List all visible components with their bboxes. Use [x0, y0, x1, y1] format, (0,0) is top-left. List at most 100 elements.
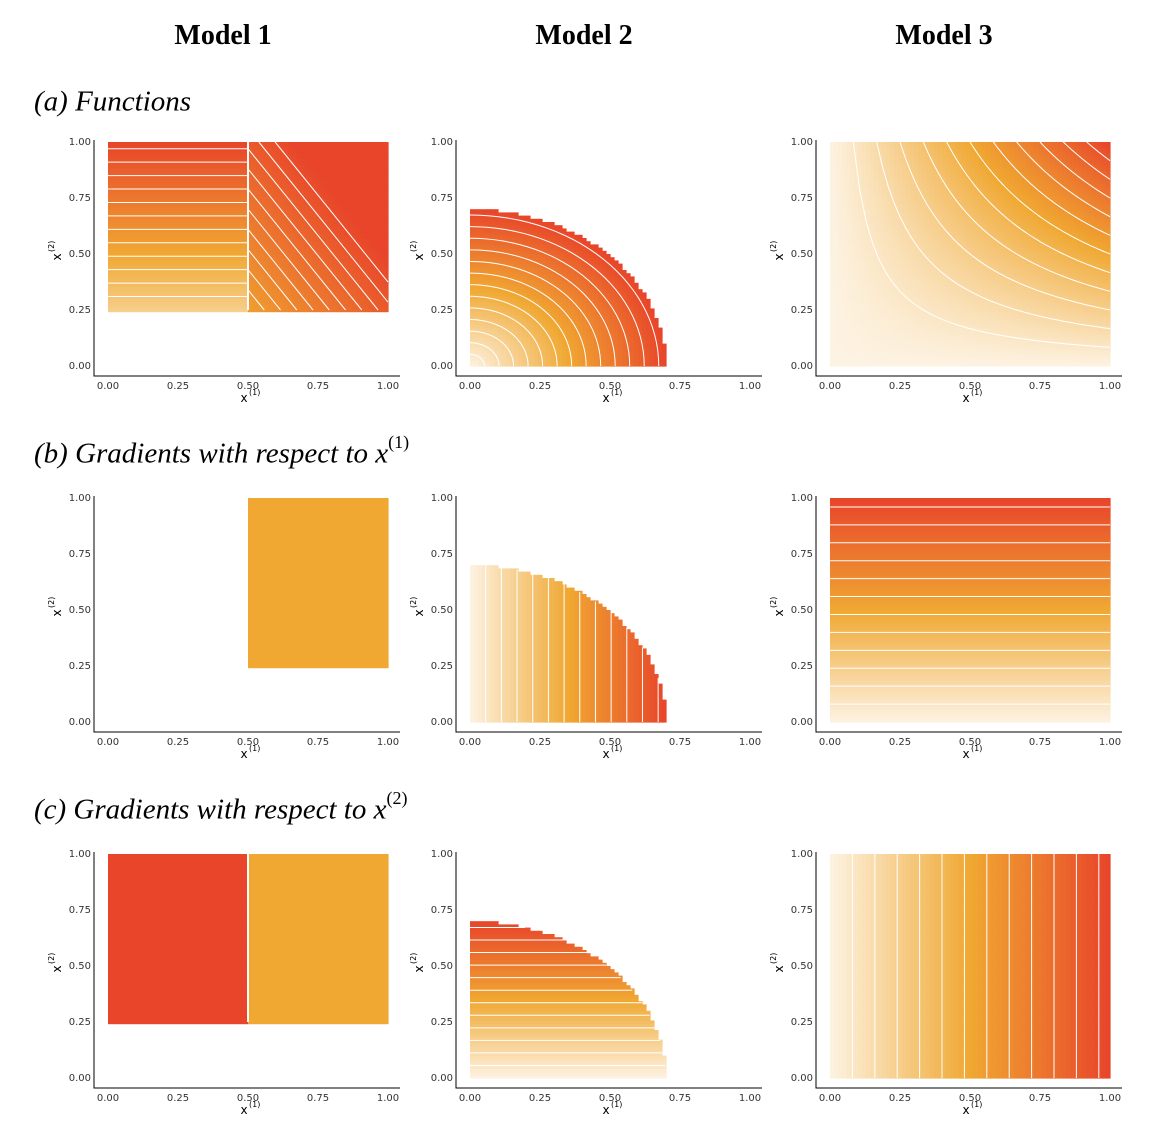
heatmap-cell [352, 228, 357, 233]
heatmap-cell [144, 193, 149, 197]
heatmap-cell [116, 148, 121, 153]
y-axis-label-sup: (2) [47, 241, 56, 252]
heatmap-cell [494, 346, 499, 351]
heatmap-cell [136, 212, 141, 217]
heatmap-cell [514, 295, 519, 300]
heatmap-cell [380, 215, 385, 220]
heatmap-cell [196, 273, 201, 277]
heatmap-cell [228, 308, 233, 313]
heatmap-cell [486, 298, 491, 303]
heatmap-cell [502, 318, 507, 322]
heatmap-cell [344, 282, 349, 287]
heatmap-cell [152, 260, 157, 265]
heatmap-cell [156, 145, 161, 149]
heatmap-cell [352, 260, 357, 265]
heatmap-cell [144, 276, 149, 281]
heatmap-cell [336, 154, 341, 159]
heatmap-cell [324, 199, 329, 204]
heatmap-cell [360, 279, 365, 284]
heatmap-cell [312, 308, 317, 313]
heatmap-cell [112, 286, 117, 290]
heatmap-cell [360, 231, 365, 236]
heatmap-cell [172, 164, 177, 169]
heatmap-cell [470, 234, 475, 239]
heatmap-cell [384, 273, 389, 277]
heatmap-cell [120, 302, 125, 306]
heatmap-cell [498, 212, 503, 217]
heatmap-cell [356, 183, 361, 188]
heatmap-cell [300, 305, 305, 309]
heatmap-cell [264, 206, 269, 210]
heatmap-cell [264, 254, 269, 258]
heatmap-cell [168, 154, 173, 159]
heatmap-cell [224, 170, 229, 175]
heatmap-cell [208, 222, 213, 226]
heatmap-cell [546, 346, 551, 351]
heatmap-cell [196, 260, 201, 265]
heatmap-cell [490, 314, 495, 319]
heatmap-cell [260, 177, 265, 181]
heatmap-cell [312, 193, 317, 197]
heatmap-cell [482, 334, 487, 338]
heatmap-cell [384, 305, 389, 309]
heatmap-cell [554, 305, 559, 309]
heatmap-cell [248, 183, 253, 188]
heatmap-cell [168, 161, 173, 165]
heatmap-cell [474, 244, 479, 249]
heatmap-cell [364, 282, 369, 287]
heatmap-cell [340, 174, 345, 178]
heatmap-cell [376, 154, 381, 159]
heatmap-cell [116, 167, 121, 172]
heatmap-cell [300, 231, 305, 236]
heatmap-cell [518, 359, 523, 364]
heatmap-cell [200, 305, 205, 309]
heatmap-cell [514, 314, 519, 319]
heatmap-cell [132, 170, 137, 175]
heatmap-cell [204, 298, 209, 303]
heatmap-cell [124, 202, 129, 207]
heatmap-cell [550, 314, 555, 319]
heatmap-cell [332, 183, 337, 188]
heatmap-cell [180, 225, 185, 229]
heatmap-cell [256, 270, 261, 274]
heatmap-cell [160, 161, 165, 165]
heatmap-cell [120, 215, 125, 220]
heatmap-cell [240, 305, 245, 309]
heatmap-cell [232, 225, 237, 229]
heatmap-cell [204, 244, 209, 249]
heatmap-cell [486, 324, 491, 329]
heatmap-cell [256, 234, 261, 239]
heatmap-cell [470, 311, 475, 316]
heatmap-cell [324, 295, 329, 300]
heatmap-cell [160, 247, 165, 252]
heatmap-cell [204, 167, 209, 172]
heatmap-cell [566, 305, 571, 309]
heatmap-cell [498, 260, 503, 265]
heatmap-cell [264, 154, 269, 159]
heatmap-cell [116, 295, 121, 300]
heatmap-cell [316, 142, 321, 146]
heatmap-cell [192, 260, 197, 265]
heatmap-cell [268, 202, 273, 207]
heatmap-cell [372, 254, 377, 258]
heatmap-cell [188, 305, 193, 309]
heatmap-cell [384, 234, 389, 239]
heatmap-cell [304, 234, 309, 239]
heatmap-cell [272, 234, 277, 239]
heatmap-cell [542, 266, 547, 271]
heatmap-cell [498, 273, 503, 277]
heatmap-cell [204, 292, 209, 297]
heatmap-cell [212, 196, 217, 201]
heatmap-cell [228, 209, 233, 213]
heatmap-cell [116, 196, 121, 201]
heatmap-cell [228, 161, 233, 165]
heatmap-cell [340, 161, 345, 165]
heatmap-cell [288, 270, 293, 274]
heatmap-cell [502, 302, 507, 306]
heatmap-cell [502, 324, 507, 329]
heatmap-cell [538, 218, 543, 223]
heatmap-cell [526, 266, 531, 271]
heatmap-cell [368, 164, 373, 169]
heatmap-cell [132, 257, 137, 261]
heatmap-cell [176, 193, 181, 197]
